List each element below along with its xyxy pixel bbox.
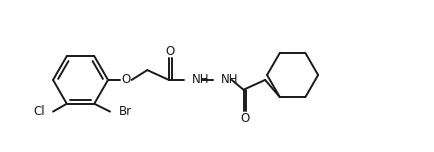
Text: NH: NH [191,73,209,86]
Text: Br: Br [119,105,132,118]
Text: NH: NH [221,73,238,86]
Text: O: O [121,73,130,86]
Text: O: O [166,45,175,58]
Text: Cl: Cl [33,105,45,118]
Text: O: O [240,112,250,125]
